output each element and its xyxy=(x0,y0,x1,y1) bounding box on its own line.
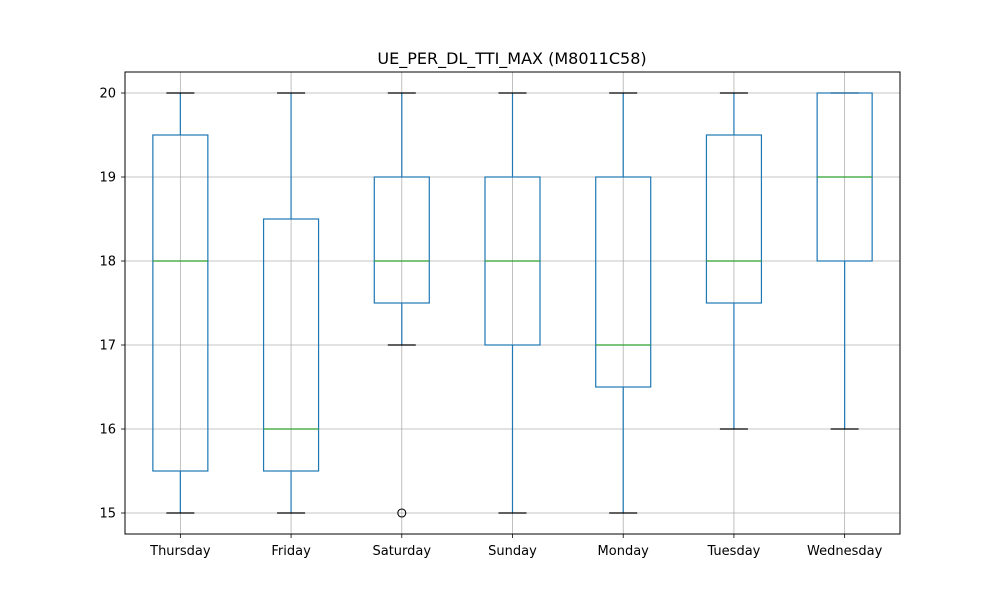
y-tick-label: 19 xyxy=(99,171,116,186)
box-tuesday xyxy=(705,92,763,430)
plot-frame xyxy=(124,71,901,535)
y-tick-label: 17 xyxy=(99,339,116,354)
x-tick-label: Friday xyxy=(271,544,311,559)
y-tick-label: 18 xyxy=(99,255,116,270)
x-tick-label: Saturday xyxy=(372,544,431,559)
box-iqr xyxy=(262,218,320,472)
x-tick-label: Wednesday xyxy=(807,544,883,559)
x-tick-label: Sunday xyxy=(488,544,537,559)
box-friday xyxy=(262,92,320,514)
box-saturday xyxy=(373,92,430,518)
x-tick-label: Thursday xyxy=(149,544,211,559)
box-iqr xyxy=(373,176,430,304)
x-tick-label: Tuesday xyxy=(706,544,760,559)
box-iqr xyxy=(705,134,763,304)
x-tick-label: Monday xyxy=(598,544,650,559)
box-iqr xyxy=(152,134,209,472)
outlier-point xyxy=(397,508,407,518)
y-tick-label: 16 xyxy=(99,423,116,438)
box-iqr xyxy=(595,176,652,388)
y-tick-label: 20 xyxy=(99,87,116,102)
box-thursday xyxy=(152,92,209,514)
box-wednesday xyxy=(816,92,873,430)
box-monday xyxy=(595,92,652,514)
chart-title: UE_PER_DL_TTI_MAX (M8011C58) xyxy=(377,49,646,69)
box-layer xyxy=(152,92,873,518)
box-sunday xyxy=(484,92,541,514)
axis-layer: 15 16 17 18 19 20 Thursday Friday Saturday Sunday… xyxy=(99,87,882,560)
y-tick-label: 15 xyxy=(99,507,116,522)
